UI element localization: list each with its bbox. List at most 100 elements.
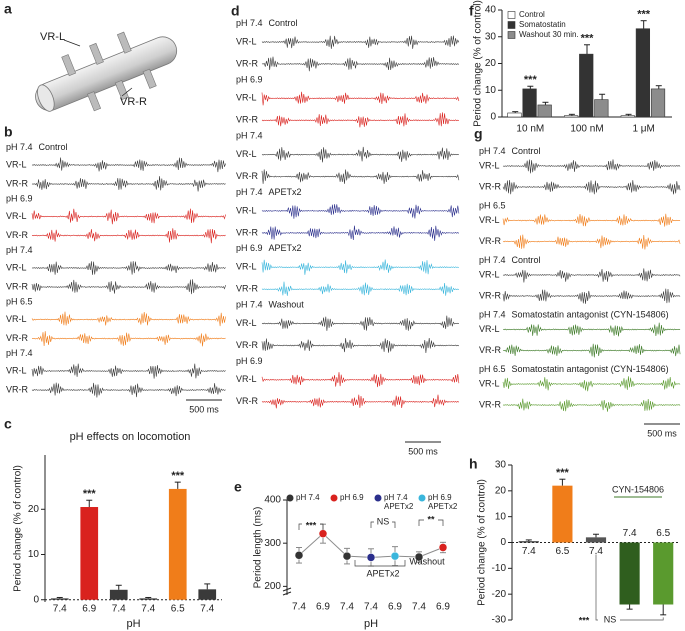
trace (261, 204, 460, 219)
trace (31, 208, 226, 225)
channel-label: VR-L (236, 149, 257, 159)
legend-label: Control (519, 10, 545, 19)
chart-title: pH effects on locomotion (70, 431, 191, 443)
condition-note: Somatostatin antagonist (CYN-154806) (512, 364, 669, 374)
trace (31, 331, 226, 347)
condition-label: pH 6.5 (6, 297, 33, 307)
bar (620, 115, 635, 118)
x-tick-label: 7.4 (589, 546, 603, 557)
x-tick-label: 6.5 (555, 546, 569, 557)
legend-label: pH 7.4 (296, 493, 320, 502)
legend-marker (374, 494, 382, 502)
channel-label: VR-R (236, 227, 258, 237)
annotation: NS (604, 614, 617, 624)
condition: pH 7.4 (236, 131, 263, 141)
x-axis-label: pH (126, 618, 140, 630)
channel-label: VR-L (479, 269, 500, 279)
channel-label: VR-L (236, 205, 257, 215)
x-tick-label: 6.9 (82, 603, 96, 614)
bar (109, 589, 128, 600)
bar (518, 541, 539, 543)
legend-label: APETx2 (384, 502, 414, 511)
legend-label: pH 7.4 (384, 493, 408, 502)
y-tick-label: 0 (500, 537, 506, 548)
annotation: APETx2 (366, 568, 399, 578)
point (414, 552, 424, 562)
condition: pH 6.9 (236, 356, 263, 366)
bar (635, 28, 651, 118)
bar (594, 99, 609, 118)
axis-break (282, 591, 292, 596)
legend-swatch (507, 31, 516, 39)
x-tick-label: 7.4 (53, 603, 67, 614)
x-tick-label: 1 μM (632, 124, 654, 135)
condition: pH 7.4 (6, 142, 33, 152)
y-axis-label: Period length (ms) (253, 507, 264, 589)
scale-label: 500 ms (647, 428, 677, 438)
x-tick-label: 7.4 (522, 546, 536, 557)
condition: pH 7.4 (6, 245, 33, 255)
condition: pH 7.4 (479, 146, 506, 156)
trace (261, 56, 460, 72)
trace (31, 363, 226, 379)
point (318, 529, 328, 538)
y-tick-label: 0 (490, 112, 496, 123)
significance: *** (83, 488, 97, 500)
y-tick-label: -30 (492, 615, 507, 626)
panel-letter: a (4, 1, 12, 17)
panel-letter: b (4, 124, 13, 140)
scale-label: 500 ms (408, 446, 438, 456)
condition: pH 7.4 (236, 187, 263, 197)
y-tick-label: 10 (485, 85, 497, 96)
condition-note: Control (512, 146, 541, 156)
point (438, 543, 448, 552)
condition-label: pH 6.9 APETx2 (236, 244, 302, 254)
channel-label: VR-L (479, 378, 500, 388)
trace (261, 169, 460, 184)
y-tick-label: -20 (492, 589, 507, 600)
y-tick-label: 30 (485, 31, 497, 42)
comparison-bracket (595, 554, 664, 621)
channel-label: VR-R (236, 115, 258, 125)
condition: pH 6.5 (479, 201, 506, 211)
x-tick-label: 6.9 (316, 602, 330, 613)
condition-label: pH 6.5 Somatostatin antagonist (CYN-15480… (479, 364, 669, 374)
channel-label: VR-R (236, 340, 258, 350)
condition-label: pH 6.9 (236, 356, 263, 366)
condition-note: Control (512, 255, 541, 265)
legend-label: Somatostatin (519, 20, 566, 29)
y-tick-label: 400 (264, 495, 281, 506)
y-tick-label: 40 (485, 5, 497, 16)
condition-note: Control (269, 18, 298, 28)
condition: pH 7.4 (479, 255, 506, 265)
trace (261, 35, 460, 49)
x-tick-label: 7.4 (412, 602, 426, 613)
channel-label: VR-L (6, 159, 27, 169)
condition-note: APETx2 (269, 244, 302, 254)
point (342, 551, 352, 561)
channel-label: VR-R (6, 178, 28, 188)
condition-label: pH 7.4 Control (479, 146, 541, 156)
x-tick-label: 7.4 (112, 603, 126, 614)
panel-letter: f (469, 3, 474, 19)
trace (502, 268, 681, 283)
annotation: CYN-154806 (612, 484, 664, 494)
condition-note: Somatostatin antagonist (CYN-154806) (512, 310, 669, 320)
trace (502, 159, 681, 174)
bar (552, 485, 573, 543)
trace (261, 259, 460, 275)
trace (502, 213, 681, 227)
legend-marker (330, 494, 338, 502)
pointer (63, 39, 81, 47)
channel-label: VR-R (6, 333, 28, 343)
condition-label: pH 7.4 Control (6, 142, 68, 152)
y-tick-label: 30 (495, 460, 507, 471)
channel-label: VR-L (6, 365, 27, 375)
condition: pH 7.4 (236, 300, 263, 310)
legend-label: pH 6.9 (340, 493, 364, 502)
trace (31, 176, 226, 192)
condition-label: pH 7.4 APETx2 (236, 187, 302, 197)
bar (168, 488, 187, 600)
channel-label: VR-L (236, 36, 257, 46)
